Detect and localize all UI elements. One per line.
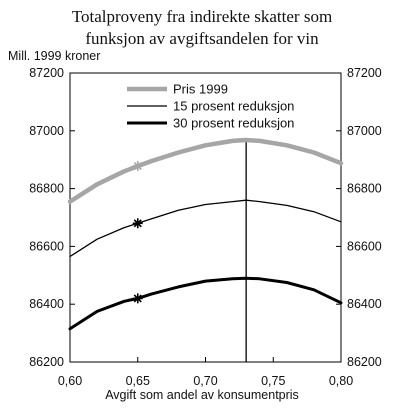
x-tick-label: 0,75 xyxy=(261,374,285,388)
legend-label-3: 30 prosent reduksjon xyxy=(173,116,294,131)
y-tick-label-right: 87000 xyxy=(347,124,382,138)
legend-label-1: Pris 1999 xyxy=(173,82,228,97)
y-tick-label-left: 86200 xyxy=(29,355,64,369)
y-tick-label-left: 86800 xyxy=(29,182,64,196)
x-tick-label: 0,60 xyxy=(58,374,82,388)
y-tick-label-right: 86800 xyxy=(347,182,382,196)
x-tick-label: 0,65 xyxy=(126,374,150,388)
series-marker-3 xyxy=(132,293,143,304)
y-axis-label: Mill. 1999 kroner xyxy=(8,49,100,63)
y-tick-label-left: 87200 xyxy=(29,66,64,80)
series-line-1 xyxy=(67,137,344,204)
y-tick-label-right: 86400 xyxy=(347,297,382,311)
y-tick-label-left: 87000 xyxy=(29,124,64,138)
legend-label-2: 15 prosent reduksjon xyxy=(173,99,294,114)
chart-title-line-1: Totalproveny fra indirekte skatter som xyxy=(72,7,332,26)
series-line-2 xyxy=(69,199,342,258)
y-tick-label-right: 86600 xyxy=(347,239,382,253)
series-marker-1 xyxy=(132,161,143,172)
x-tick-label: 0,70 xyxy=(193,374,217,388)
chart-title-line-2: funksjon av avgiftsandelen for vin xyxy=(85,29,319,48)
y-tick-label-left: 86400 xyxy=(29,297,64,311)
x-axis-label: Avgift som andel av konsumentpris xyxy=(105,388,299,402)
series-marker-2 xyxy=(132,218,143,229)
x-tick-label: 0,80 xyxy=(329,374,353,388)
plot-area: 86200 86200 86400 86400 86600 86600 86800 86800… xyxy=(29,66,382,388)
y-tick-label-left: 86600 xyxy=(29,239,64,253)
y-tick-label-right: 87200 xyxy=(347,66,382,80)
series-line-3 xyxy=(68,276,343,331)
y-tick-label-right: 86200 xyxy=(347,355,382,369)
